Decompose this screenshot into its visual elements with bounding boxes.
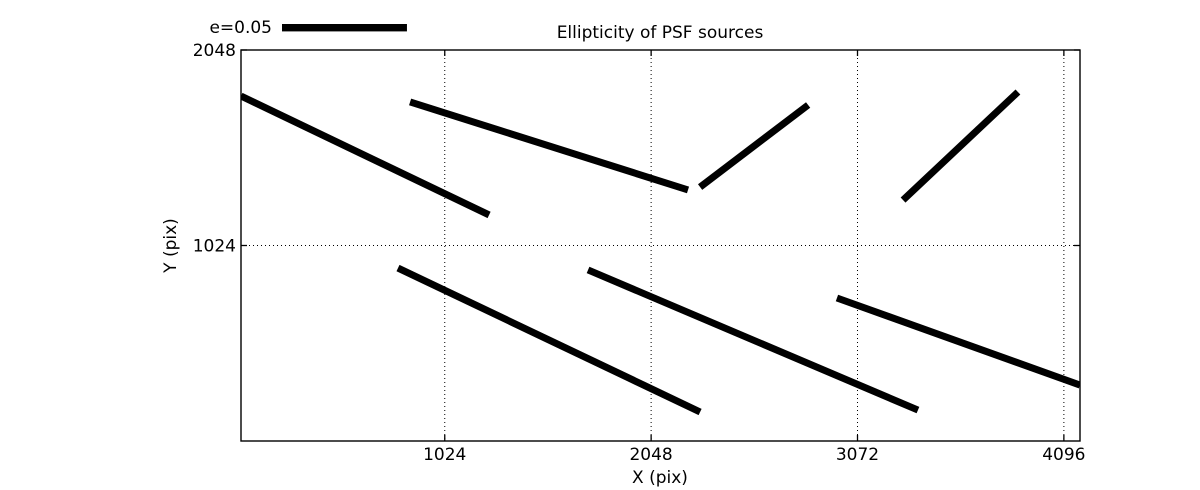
x-axis-label: X (pix): [632, 468, 688, 488]
tick-labels: 1024 2048 3072 4096 1024 2048: [193, 41, 1086, 465]
x-tick-label: 1024: [423, 445, 466, 465]
legend-scale-bar: [282, 24, 407, 32]
ellipticity-whisker: [409, 98, 690, 194]
whisker-segments: [241, 89, 1080, 416]
legend-scale-bar-group: [282, 24, 407, 32]
text-labels: Ellipticity of PSF sources X (pix) Y (pi…: [161, 18, 763, 488]
y-tick-label: 2048: [193, 41, 236, 61]
ellipticity-whisker: [900, 89, 1021, 203]
ellipticity-whisker: [586, 266, 920, 414]
gridlines: [241, 49, 1080, 441]
chart-title: Ellipticity of PSF sources: [557, 23, 764, 43]
x-tick-label: 4096: [1042, 445, 1085, 465]
ellipticity-whisker: [396, 264, 702, 416]
legend-label: e=0.05: [209, 18, 272, 38]
plot-frame: [240, 49, 1081, 442]
ellipticity-whisker: [697, 102, 811, 190]
x-tick-label: 2048: [629, 445, 672, 465]
x-tick-label: 3072: [836, 445, 879, 465]
y-tick-label: 1024: [193, 237, 236, 257]
tick-marks: [241, 49, 1080, 441]
ellipticity-whisker: [241, 92, 491, 219]
y-axis-label: Y (pix): [161, 218, 181, 274]
ellipticity-whisker: [835, 294, 1080, 389]
